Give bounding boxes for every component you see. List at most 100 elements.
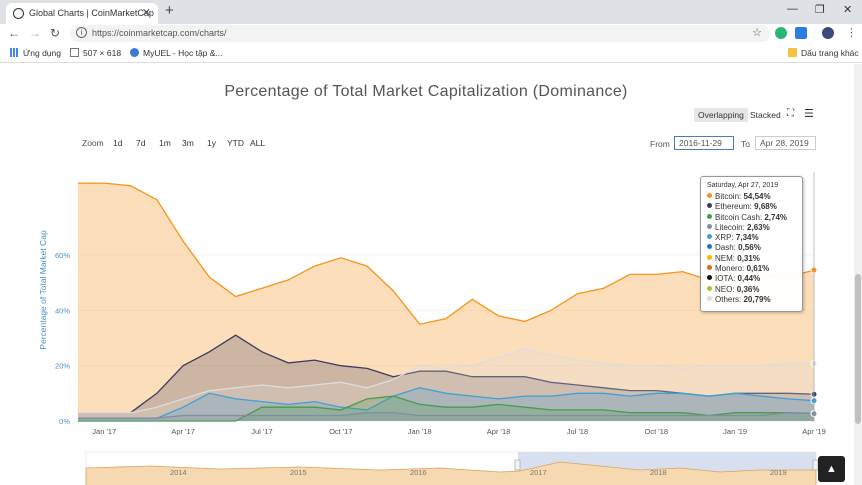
navigator-tick-label: 2017 bbox=[530, 468, 547, 477]
minimize-icon[interactable]: — bbox=[787, 3, 798, 15]
to-label: To bbox=[741, 139, 750, 149]
x-tick-label: Apr '18 bbox=[487, 427, 511, 436]
legend-dot-icon bbox=[707, 265, 712, 271]
navigator-tick-label: 2014 bbox=[170, 468, 187, 477]
menu-kebab-icon[interactable]: ⋮ bbox=[846, 27, 857, 39]
zoom-7d-button[interactable]: 7d bbox=[136, 138, 146, 148]
address-bar[interactable]: i https://coinmarketcap.com/charts/ ☆ bbox=[70, 25, 770, 42]
series-area bbox=[78, 396, 814, 421]
navigator-series bbox=[85, 461, 817, 485]
close-tab-icon[interactable]: ✕ bbox=[141, 7, 151, 19]
legend-dot-icon bbox=[707, 223, 712, 229]
series-point bbox=[810, 397, 818, 405]
bookmark-star-icon[interactable]: ☆ bbox=[752, 27, 762, 39]
forward-icon[interactable]: → bbox=[29, 26, 41, 40]
tab-title: Global Charts | CoinMarketCap bbox=[29, 8, 154, 18]
x-axis-ticks: Jan '17 Apr '17 Jul '17 Oct '17 Jan '18 Apr '… bbox=[92, 427, 825, 436]
tooltip-series-value: 0,44% bbox=[737, 274, 761, 284]
x-tick-label: Jan '19 bbox=[723, 427, 747, 436]
bookmark-other[interactable]: Dấu trang khác bbox=[788, 48, 859, 58]
tooltip-series-name: Monero: bbox=[715, 264, 747, 274]
tooltip-row: Ethereum: 9,68% bbox=[707, 202, 796, 212]
legend-dot-icon bbox=[707, 295, 712, 301]
series-point bbox=[810, 410, 818, 418]
zoom-all-button[interactable]: ALL bbox=[250, 138, 266, 148]
tooltip-row: NEO: 0,36% bbox=[707, 285, 796, 295]
tooltip-series-value: 7,34% bbox=[735, 233, 759, 243]
zoom-3m-button[interactable]: 3m bbox=[182, 138, 194, 148]
scrollbar-thumb[interactable] bbox=[855, 274, 861, 424]
stacked-button[interactable]: Stacked bbox=[750, 110, 781, 120]
tooltip-row: Others: 20,79% bbox=[707, 295, 796, 305]
zoom-ytd-button[interactable]: YTD bbox=[227, 138, 244, 148]
back-to-top-button[interactable]: ▲ bbox=[818, 456, 845, 482]
hamburger-menu-icon[interactable]: ☰ bbox=[804, 108, 814, 120]
x-tick-label: Apr '17 bbox=[171, 427, 195, 436]
close-window-icon[interactable]: ✕ bbox=[843, 4, 853, 16]
series-line bbox=[78, 334, 815, 414]
tooltip-row: XRP: 7,34% bbox=[707, 233, 796, 243]
series-point bbox=[810, 390, 818, 398]
url-text: https://coinmarketcap.com/charts/ bbox=[92, 28, 227, 38]
page-scrollbar[interactable] bbox=[854, 64, 862, 485]
series-point bbox=[810, 359, 818, 367]
back-icon[interactable]: ← bbox=[8, 26, 20, 40]
chart-title: Percentage of Total Market Capitalizatio… bbox=[224, 83, 628, 100]
bookmark-page[interactable]: 507 × 618 bbox=[70, 48, 121, 58]
bookmark-apps[interactable]: Ứng dụng bbox=[10, 48, 61, 58]
tooltip-series-name: Others: bbox=[715, 294, 744, 304]
x-tick-label: Jul '17 bbox=[251, 427, 272, 436]
navigator-selection[interactable] bbox=[518, 452, 816, 485]
tooltip-series-name: Ethereum: bbox=[715, 202, 755, 212]
tooltip-series-name: NEO: bbox=[715, 284, 737, 294]
tooltip-series-value: 2,74% bbox=[764, 212, 788, 222]
profile-avatar[interactable] bbox=[822, 27, 834, 39]
series-line bbox=[78, 395, 815, 422]
tooltip-row: Monero: 0,61% bbox=[707, 264, 796, 274]
tooltip-series-value: 0,31% bbox=[737, 253, 760, 263]
series-line bbox=[78, 348, 815, 414]
coinmarketcap-favicon-icon bbox=[13, 8, 24, 19]
series-area bbox=[78, 335, 814, 421]
y-tick-label: 60% bbox=[55, 251, 70, 260]
tooltip-row: Litecoin: 2,63% bbox=[707, 223, 796, 233]
to-date-input[interactable]: Apr 28, 2019 bbox=[755, 136, 816, 150]
page-icon bbox=[70, 48, 79, 57]
tooltip-series-value: 9,68% bbox=[754, 202, 777, 212]
zoom-1y-button[interactable]: 1y bbox=[207, 138, 216, 148]
download-extension-icon[interactable] bbox=[795, 27, 807, 39]
browser-tab[interactable]: Global Charts | CoinMarketCap ✕ bbox=[6, 3, 158, 24]
y-tick-label: 20% bbox=[55, 362, 70, 371]
grammarly-extension-icon[interactable] bbox=[775, 27, 787, 39]
site-info-icon[interactable]: i bbox=[76, 27, 87, 38]
myuel-icon bbox=[130, 48, 139, 57]
y-tick-label: 0% bbox=[59, 417, 70, 426]
legend-dot-icon bbox=[707, 213, 712, 219]
navigator-tick-label: 2015 bbox=[290, 468, 307, 477]
restore-icon[interactable]: ❐ bbox=[815, 4, 825, 16]
legend-dot-icon bbox=[707, 203, 712, 209]
navigator-left-handle[interactable] bbox=[514, 459, 521, 471]
tooltip-series-value: 0,61% bbox=[746, 264, 770, 274]
tooltip-series-name: Dash: bbox=[715, 243, 739, 253]
from-date-input[interactable]: 2016-11-29 bbox=[674, 136, 734, 150]
bookmark-myuel[interactable]: MyUEL - Học tập &... bbox=[130, 48, 223, 58]
tooltip-series-name: IOTA: bbox=[715, 274, 738, 284]
y-tick-label: 40% bbox=[55, 306, 70, 315]
zoom-1m-button[interactable]: 1m bbox=[159, 138, 171, 148]
legend-dot-icon bbox=[707, 275, 712, 281]
tooltip-series-value: 54,54% bbox=[743, 192, 771, 201]
tooltip-series-value: 2,63% bbox=[747, 222, 770, 232]
tooltip-series-name: XRP: bbox=[715, 233, 736, 243]
x-tick-label: Oct '18 bbox=[645, 427, 669, 436]
tooltip-row: Dash: 0,56% bbox=[707, 243, 796, 253]
zoom-1d-button[interactable]: 1d bbox=[113, 138, 123, 148]
tooltip-date: Saturday, Apr 27, 2019 bbox=[707, 182, 779, 189]
tooltip-series-value: 0,56% bbox=[738, 243, 761, 253]
x-tick-label: Jan '18 bbox=[408, 427, 432, 436]
fullscreen-icon[interactable]: ⛶ bbox=[787, 108, 794, 119]
overlapping-button[interactable]: Overlapping bbox=[694, 108, 748, 122]
navigator[interactable] bbox=[85, 451, 817, 485]
reload-icon[interactable]: ↻ bbox=[50, 26, 61, 40]
new-tab-icon[interactable]: + bbox=[165, 2, 174, 19]
